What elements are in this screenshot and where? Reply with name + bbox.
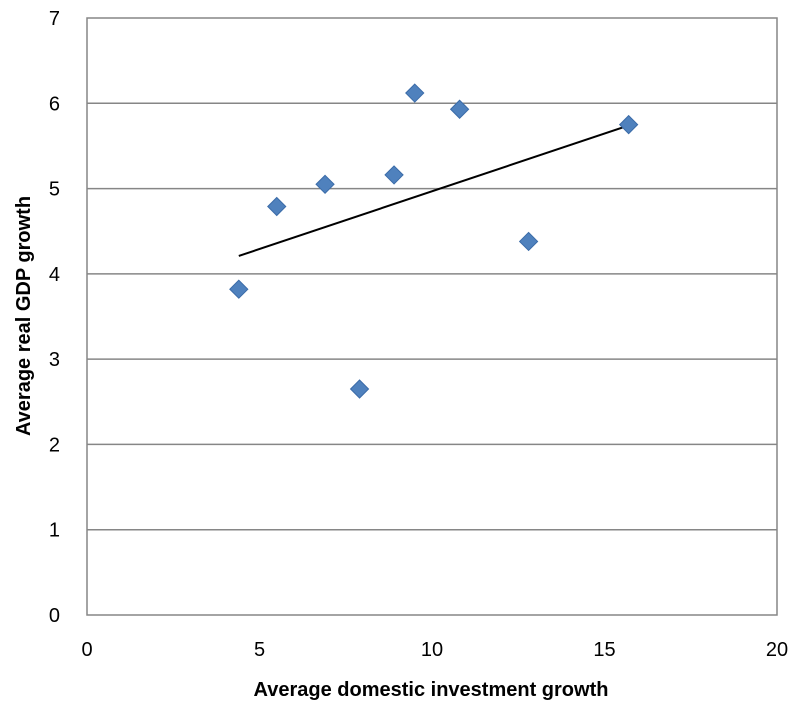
y-axis-ticks: 0 1 2 3 4 5 6 7 [49,8,60,627]
y-tick-label: 2 [49,434,60,456]
x-tick-label: 15 [593,639,615,661]
y-tick-label: 4 [49,264,60,286]
x-axis-ticks: 0 5 10 15 20 [81,639,788,661]
data-point [315,174,335,195]
data-point [349,379,370,399]
data-points [229,83,639,399]
y-axis-title: Average real GDP growth [13,196,35,436]
x-tick-label: 10 [421,639,443,661]
plot-area-frame [86,17,778,616]
x-axis-title: Average domestic investment growth [254,679,609,701]
y-tick-label: 1 [49,520,60,542]
gridlines [87,102,777,531]
data-point [518,231,539,252]
x-tick-label: 0 [81,639,92,661]
x-tick-label: 20 [766,639,788,661]
trendline [238,124,629,257]
y-tick-label: 0 [49,605,60,627]
y-tick-label: 5 [49,179,60,201]
data-point [618,114,639,135]
y-tick-label: 3 [49,349,60,371]
y-tick-label: 6 [49,93,60,115]
data-point [405,83,425,103]
x-tick-label: 5 [254,639,265,661]
data-point [449,99,470,119]
data-point [384,165,404,185]
data-point [229,279,249,299]
data-point [267,196,287,217]
y-tick-label: 7 [49,8,60,30]
